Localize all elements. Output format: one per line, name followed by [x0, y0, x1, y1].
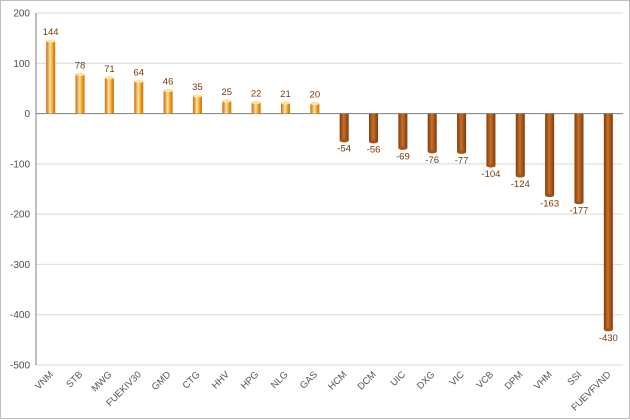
- bar-cap: [369, 140, 379, 144]
- bar-cap: [457, 150, 467, 154]
- x-tick-label: HCM: [326, 369, 349, 392]
- data-label: -124: [511, 179, 530, 190]
- data-label: -54: [337, 144, 351, 155]
- bar-gas: [310, 103, 320, 114]
- bar-fuevfvnd: [603, 113, 613, 330]
- x-tick-label: DXG: [415, 369, 437, 391]
- bar-cap: [104, 76, 114, 80]
- bar-hcm: [339, 113, 349, 141]
- data-label: -77: [455, 155, 469, 166]
- bar-nlg: [280, 103, 290, 114]
- x-tick-label: DCM: [356, 369, 379, 392]
- x-tick-label: MWG: [90, 369, 115, 394]
- y-tick-label: -200: [10, 210, 30, 221]
- bar-hhv: [222, 101, 232, 114]
- x-tick-label: UIC: [389, 369, 408, 388]
- bar-cap: [280, 101, 290, 105]
- bar-cap: [545, 193, 555, 198]
- bar-vcb: [486, 113, 496, 166]
- bar-cap: [163, 88, 173, 93]
- bar-cap: [398, 146, 408, 150]
- bar-cap: [339, 139, 349, 143]
- bar-cap: [310, 101, 320, 106]
- x-tick-label: STB: [64, 369, 85, 390]
- data-label: 25: [221, 87, 232, 98]
- bar-cap: [46, 39, 56, 43]
- x-tick-label: DPM: [503, 369, 526, 392]
- x-tick-label: NLG: [269, 369, 291, 391]
- gridlines: [36, 12, 623, 366]
- data-label: 64: [133, 67, 144, 78]
- data-label: 144: [43, 27, 59, 38]
- y-tick-label: 100: [13, 59, 30, 70]
- y-tick-label: 200: [13, 9, 30, 20]
- bar-cap: [574, 200, 584, 205]
- data-label: -56: [367, 145, 381, 156]
- x-tick-label: GMD: [150, 369, 174, 393]
- bar-hpg: [251, 102, 261, 114]
- bar-dpm: [515, 113, 525, 176]
- bar-cap: [251, 100, 261, 105]
- bar-stb: [75, 74, 85, 114]
- y-tick-label: -500: [10, 361, 30, 372]
- bar-vic: [457, 113, 467, 153]
- bar-gmd: [163, 90, 173, 114]
- data-label: -177: [569, 206, 588, 217]
- bar-cap: [427, 150, 437, 154]
- x-tick-label: HPG: [239, 369, 261, 391]
- bars: [46, 39, 613, 332]
- bar-mwg: [104, 77, 114, 114]
- x-tick-label: VIC: [448, 369, 467, 388]
- data-label: 21: [280, 89, 291, 100]
- bar-vhm: [545, 113, 555, 196]
- data-label: 78: [75, 60, 86, 71]
- bar-ctg: [192, 95, 202, 114]
- bar-dcm: [369, 113, 379, 142]
- bar-cap: [486, 164, 496, 168]
- y-tick-label: -300: [10, 260, 30, 271]
- x-tick-label: CTG: [181, 369, 203, 391]
- bar-cap: [515, 174, 525, 178]
- bar-cap: [222, 99, 232, 103]
- bar-vnm: [46, 41, 56, 114]
- bar-uic: [398, 113, 408, 149]
- y-tick-label: -100: [10, 159, 30, 170]
- bar-cap: [75, 72, 85, 76]
- bar-ssi: [574, 113, 584, 203]
- bar-cap: [603, 328, 613, 332]
- axes: 200 100 0 -100 -200 -300 -400 -500: [10, 9, 37, 372]
- x-tick-label: VCB: [474, 369, 496, 391]
- x-tick-label: VHM: [532, 369, 555, 392]
- data-label: 22: [251, 89, 262, 100]
- data-label: -76: [425, 155, 439, 166]
- x-tick-label: HHV: [210, 369, 232, 391]
- y-tick-label: 0: [24, 109, 30, 120]
- bar-dxg: [427, 113, 437, 152]
- x-tick-label: SSI: [565, 369, 584, 388]
- bar-fuekiv30: [134, 81, 144, 114]
- x-tick-label: GAS: [298, 369, 320, 391]
- data-label: 20: [310, 90, 321, 101]
- x-tick-label: VNM: [33, 369, 56, 392]
- data-label: 35: [192, 82, 203, 93]
- data-labels: 144 78 71 64 46 35 25 22 21 20 -54 -56 -69 -76 -77 -104…: [43, 27, 618, 344]
- data-label: -163: [540, 199, 559, 210]
- data-label: -104: [481, 169, 500, 180]
- bar-cap: [192, 94, 202, 98]
- data-label: 46: [163, 76, 174, 87]
- data-label: 71: [104, 64, 115, 75]
- data-label: -69: [396, 151, 410, 162]
- y-tick-label: -400: [10, 310, 30, 321]
- data-label: -430: [599, 333, 618, 344]
- bar-cap: [134, 79, 144, 83]
